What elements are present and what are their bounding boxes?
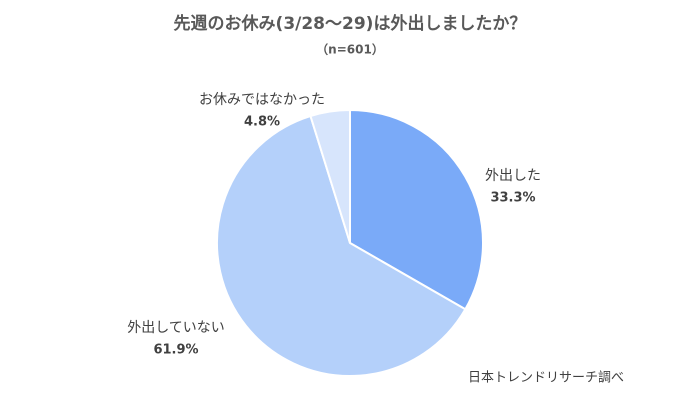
pie-slice (216, 114, 467, 377)
slice-label: 外出した (485, 168, 541, 184)
slice-label: お休みではなかった (199, 92, 325, 108)
source-note: 日本トレンドリサーチ調べ (468, 371, 624, 386)
slice-value: 33.3% (490, 191, 535, 206)
chart-title: 先週のお休み(3/28～29)は外出しましたか？ (174, 13, 527, 34)
slice-label: 外出していない (127, 320, 225, 336)
chart-subtitle: （n=601） (316, 42, 384, 57)
slice-value: 4.8% (244, 115, 280, 130)
pie-slice (309, 108, 351, 244)
pie-slice (349, 108, 484, 311)
slice-value: 61.9% (153, 343, 198, 358)
